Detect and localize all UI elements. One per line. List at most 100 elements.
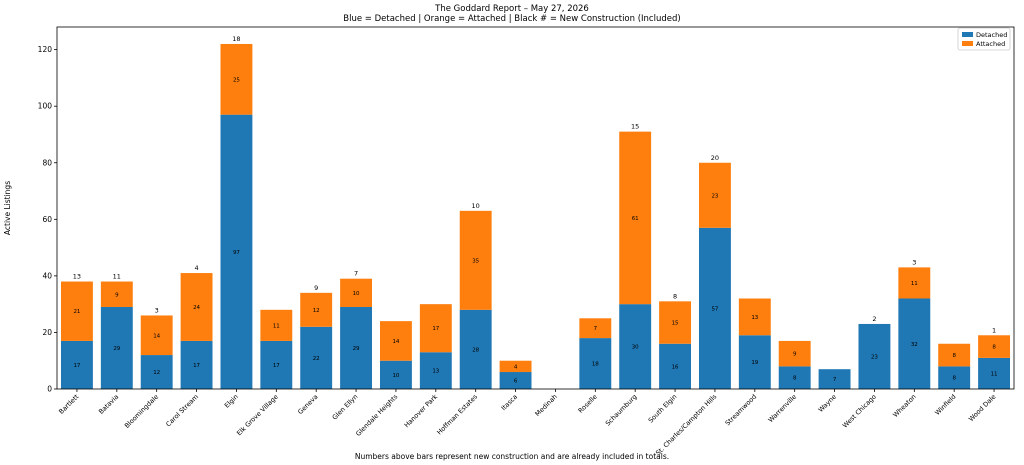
x-tick-label: Carol Stream — [164, 393, 200, 429]
y-axis-label: Active Listings — [3, 181, 12, 235]
data-label-attached: 11 — [911, 281, 918, 287]
data-label-attached: 9 — [115, 292, 119, 298]
bar-detached — [60, 340, 93, 389]
data-label-detached: 10 — [392, 373, 399, 379]
data-label-detached: 13 — [432, 369, 439, 375]
data-label-detached: 57 — [711, 306, 718, 312]
x-tick-label: Streamwood — [724, 393, 759, 428]
bar-detached — [140, 355, 173, 389]
y-tick-label: 40 — [42, 271, 52, 280]
bar-attached — [659, 301, 692, 344]
bar-detached — [898, 298, 931, 389]
data-label-detached: 17 — [193, 363, 200, 369]
new-construction-label: 13 — [73, 273, 81, 281]
bar-attached — [220, 43, 253, 115]
data-label-attached: 15 — [672, 321, 679, 327]
data-label-attached: 61 — [632, 216, 639, 222]
bar-attached — [60, 281, 93, 341]
bar-attached — [300, 292, 333, 327]
x-tick-label: Glendale Heights — [354, 392, 400, 438]
data-label-detached: 22 — [313, 356, 320, 362]
bar-attached — [619, 131, 652, 305]
data-label-detached: 12 — [153, 370, 160, 376]
bar-attached — [260, 309, 293, 341]
data-label-detached: 29 — [353, 346, 360, 352]
x-tick-label: Glen Ellyn — [331, 393, 360, 422]
x-tick-label: Elgin — [223, 393, 240, 410]
bar-attached — [938, 343, 971, 367]
bar-detached — [499, 372, 532, 389]
y-tick-label: 80 — [42, 158, 52, 167]
data-label-attached: 4 — [514, 364, 518, 370]
data-label-attached: 24 — [193, 305, 200, 311]
bar-attached — [978, 335, 1011, 358]
data-label-detached: 17 — [73, 363, 80, 369]
x-tick-label: Bartlett — [57, 392, 80, 415]
new-construction-label: 2 — [872, 315, 876, 323]
bar-attached — [499, 360, 532, 373]
bar-attached — [778, 340, 811, 367]
new-construction-label: 11 — [113, 273, 121, 281]
new-construction-label: 8 — [673, 292, 677, 300]
legend-swatch-detached — [962, 32, 973, 37]
y-tick-label: 0 — [47, 385, 52, 394]
bar-detached — [778, 366, 811, 389]
bar-detached — [738, 335, 771, 389]
data-label-attached: 23 — [711, 193, 718, 199]
y-tick-label: 20 — [42, 328, 52, 337]
bar-detached — [858, 323, 891, 389]
data-label-detached: 97 — [233, 250, 240, 256]
x-tick-label: South Elgin — [647, 393, 679, 425]
bar-detached — [579, 338, 612, 389]
y-tick-label: 120 — [38, 45, 53, 54]
x-tick-label: Itasca — [500, 393, 519, 412]
x-tick-label: Hoffman Estates — [435, 392, 479, 436]
bar-detached — [300, 326, 333, 389]
x-tick-label: Wood Dale — [967, 393, 997, 423]
x-tick-label: Winfield — [933, 393, 957, 417]
x-tick-label: Wayne — [817, 393, 838, 414]
data-label-detached: 8 — [952, 376, 956, 382]
bar-attached — [340, 278, 373, 307]
legend-label-attached: Attached — [976, 40, 1005, 48]
data-label-attached: 14 — [153, 333, 160, 339]
new-construction-label: 18 — [232, 35, 240, 43]
new-construction-label: 10 — [472, 202, 480, 210]
new-construction-label: 9 — [314, 284, 318, 292]
axes-frame — [56, 26, 1015, 390]
new-construction-label: 15 — [631, 123, 639, 131]
bar-detached — [459, 309, 492, 389]
x-tick-label: Roselle — [577, 393, 599, 415]
x-tick-label: West Chicago — [841, 393, 878, 430]
x-tick-label: Bloomingdale — [123, 393, 160, 430]
data-label-detached: 8 — [793, 376, 797, 382]
y-tick-label: 100 — [38, 102, 53, 111]
bar-detached — [698, 227, 731, 389]
new-construction-label: 4 — [194, 264, 198, 272]
data-label-attached: 8 — [992, 345, 996, 351]
bar-detached — [659, 343, 692, 389]
data-label-attached: 21 — [73, 309, 80, 315]
x-tick-label: Hanover Park — [403, 393, 440, 430]
data-label-detached: 17 — [273, 363, 280, 369]
data-label-detached: 18 — [592, 362, 599, 368]
bar-detached — [379, 360, 412, 389]
new-construction-label: 7 — [354, 270, 358, 278]
bar-attached — [459, 210, 492, 310]
data-label-attached: 12 — [313, 308, 320, 314]
data-label-detached: 11 — [991, 371, 998, 377]
plot-area: 172113Bartlett29911Batavia12143Bloomingd… — [38, 26, 1015, 457]
x-tick-label: Geneva — [296, 393, 319, 416]
chart-footnote: Numbers above bars represent new constru… — [355, 452, 669, 461]
data-label-detached: 7 — [833, 377, 837, 383]
new-construction-label: 3 — [155, 306, 159, 314]
data-label-attached: 35 — [472, 258, 479, 264]
legend-swatch-attached — [962, 41, 973, 46]
data-label-detached: 29 — [113, 346, 120, 352]
bar-attached — [419, 304, 452, 353]
bar-detached — [619, 304, 652, 389]
bar-attached — [698, 162, 731, 228]
data-label-detached: 19 — [751, 360, 758, 366]
